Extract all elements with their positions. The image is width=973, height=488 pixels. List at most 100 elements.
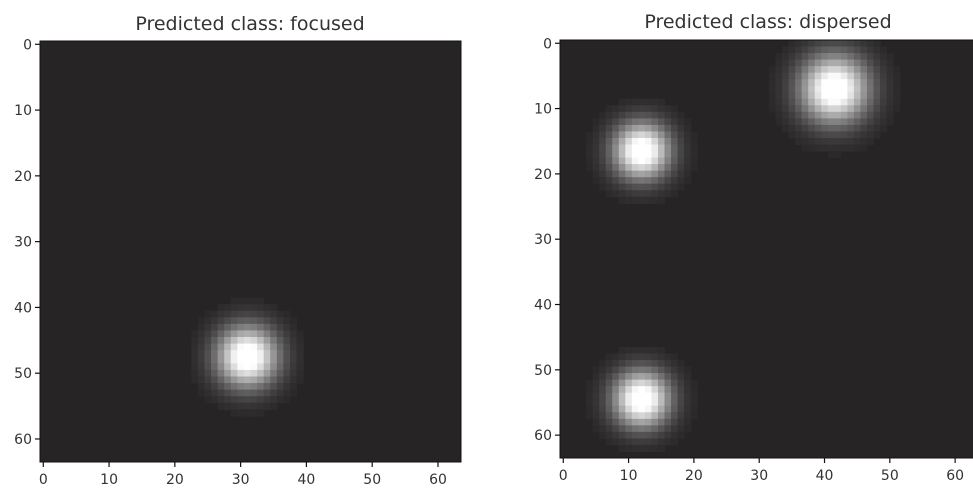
- heatmap-cell: [795, 131, 803, 139]
- heatmap-cell: [651, 151, 659, 159]
- heatmap-cell: [860, 144, 868, 152]
- heatmap-cell: [671, 379, 679, 387]
- heatmap-cell: [612, 190, 620, 198]
- heatmap-cell: [250, 402, 258, 410]
- heatmap-cell: [880, 59, 888, 67]
- heatmap-cell: [250, 323, 258, 332]
- heatmap-cell: [801, 92, 809, 100]
- heatmap-cell: [651, 346, 659, 355]
- heatmap-cell: [605, 144, 613, 152]
- heatmap-cell: [684, 399, 692, 407]
- heatmap-cell: [840, 59, 848, 67]
- heatmap-cell: [834, 85, 842, 93]
- heatmap-cell: [605, 418, 613, 426]
- heatmap-cell: [230, 337, 238, 345]
- heatmap-cell: [690, 151, 698, 159]
- heatmap-cell: [873, 53, 881, 61]
- heatmap-cell: [191, 343, 199, 351]
- heatmap-cell: [230, 343, 238, 351]
- heatmap-cell: [801, 72, 809, 80]
- heatmap-cell: [644, 124, 653, 133]
- heatmap-cell: [230, 363, 238, 371]
- chart-title: Predicted class: focused: [135, 13, 364, 35]
- heatmap-cell: [250, 363, 258, 371]
- plot-frame: [559, 39, 973, 459]
- heatmap-cell: [289, 376, 298, 384]
- heatmap-cell: [644, 405, 653, 413]
- heatmap-cell: [860, 72, 868, 80]
- heatmap-cell: [880, 124, 888, 133]
- heatmap-cell: [283, 310, 291, 318]
- heatmap-cell: [795, 72, 803, 80]
- heatmap-cell: [618, 438, 626, 446]
- heatmap-cell: [283, 350, 291, 358]
- heatmap-cell: [664, 144, 672, 152]
- heatmap-cell: [217, 323, 225, 332]
- heatmap-cell: [769, 85, 777, 93]
- heatmap-cell: [638, 164, 646, 172]
- heatmap-cell: [586, 157, 594, 165]
- heatmap-cell: [801, 111, 809, 119]
- heatmap-cell: [684, 137, 692, 146]
- heatmap-cell: [801, 66, 809, 74]
- heatmap-cell: [671, 105, 679, 113]
- heatmap-cell: [230, 310, 238, 318]
- heatmap-cell: [270, 369, 278, 378]
- heatmap-cell: [873, 66, 881, 74]
- heatmap-cell: [873, 59, 881, 67]
- heatmap-cell: [657, 386, 666, 394]
- heatmap-cell: [677, 144, 685, 152]
- heatmap-cell: [690, 412, 698, 420]
- heatmap-cell: [631, 183, 639, 191]
- heatmap-cell: [243, 363, 252, 371]
- heatmap-cell: [801, 98, 809, 106]
- heatmap-cell: [586, 137, 594, 146]
- heatmap-cell: [840, 40, 848, 48]
- heatmap-cell: [860, 53, 868, 61]
- heatmap-cell: [664, 177, 672, 185]
- heatmap-cell: [289, 389, 298, 397]
- heatmap-cell: [847, 72, 855, 80]
- heatmap-cell: [243, 376, 252, 384]
- heatmap-cell: [644, 190, 653, 198]
- heatmap-cell: [599, 431, 607, 440]
- heatmap-cell: [599, 418, 607, 426]
- heatmap-cell: [664, 366, 672, 374]
- heatmap-cell: [263, 356, 271, 364]
- heatmap-cell: [605, 137, 613, 146]
- heatmap-cell: [599, 379, 607, 387]
- heatmap-cell: [782, 79, 790, 87]
- heatmap-cell: [638, 98, 646, 106]
- heatmap-cell: [801, 79, 809, 87]
- heatmap-cell: [592, 164, 600, 172]
- heatmap-cell: [638, 418, 646, 426]
- heatmap-cell: [250, 356, 258, 364]
- heatmap-cell: [827, 53, 835, 61]
- heatmap-cell: [625, 392, 633, 400]
- heatmap-cell: [782, 53, 790, 61]
- heatmap-cell: [605, 118, 613, 126]
- heatmap-cell: [814, 105, 822, 113]
- heatmap-cell: [795, 137, 803, 146]
- heatmap-cell: [684, 379, 692, 387]
- heatmap-cell: [821, 85, 829, 93]
- x-tick-label: 50: [881, 468, 899, 484]
- heatmap-cell: [237, 297, 245, 305]
- heatmap-cell: [625, 124, 633, 133]
- heatmap-cell: [250, 409, 258, 417]
- heatmap-cell: [605, 373, 613, 381]
- heatmap-cell: [840, 53, 848, 61]
- heatmap-cell: [782, 85, 790, 93]
- heatmap-cell: [625, 177, 633, 185]
- heatmap-cell: [644, 177, 653, 185]
- heatmap-cell: [224, 363, 232, 371]
- heatmap-cell: [276, 356, 284, 364]
- heatmap-cell: [834, 124, 842, 133]
- heatmap-cell: [263, 402, 271, 410]
- heatmap-cell: [657, 392, 666, 400]
- heatmap-cell: [204, 343, 212, 351]
- heatmap-cell: [230, 396, 238, 404]
- heatmap-cell: [671, 111, 679, 119]
- heatmap-cell: [893, 66, 901, 74]
